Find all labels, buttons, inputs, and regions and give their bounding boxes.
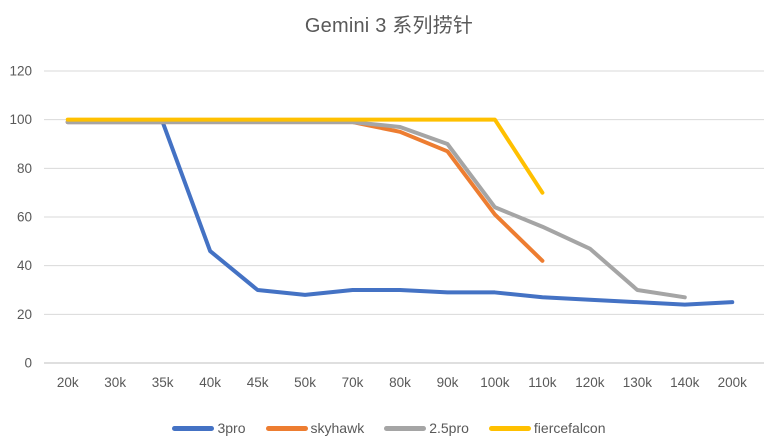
legend-swatch-2.5pro	[384, 425, 427, 431]
x-tick-label: 35k	[152, 375, 174, 390]
legend-item-2.5pro: 2.5pro	[384, 420, 469, 436]
gridlines	[44, 70, 764, 364]
series-line-fiercefalcon	[65, 117, 545, 195]
x-tick-label: 45k	[247, 375, 269, 390]
x-tick-label: 90k	[437, 375, 459, 390]
y-tick-label: 0	[24, 356, 32, 371]
legend-item-fiercefalcon: fiercefalcon	[488, 420, 606, 436]
x-tick-label: 100k	[480, 375, 510, 390]
series-line-skyhawk	[65, 120, 545, 263]
series-line-3pro	[65, 120, 735, 307]
x-tick-label: 40k	[199, 375, 221, 390]
x-tick-label: 30k	[104, 375, 126, 390]
legend-item-3pro: 3pro	[172, 420, 246, 436]
y-tick-label: 20	[17, 307, 32, 322]
y-tick-label: 60	[17, 210, 32, 225]
x-tick-label: 120k	[575, 375, 605, 390]
x-axis-labels: 20k 30k 35k 40k 45k 50k 70k 80k 90k 100k 110k 120k 1…	[57, 375, 747, 390]
x-tick-label: 140k	[670, 375, 700, 390]
legend-label: fiercefalcon	[533, 420, 606, 436]
y-tick-label: 100	[9, 112, 32, 127]
legend-label: skyhawk	[310, 420, 365, 436]
y-tick-label: 120	[9, 64, 32, 79]
y-tick-label: 40	[17, 258, 32, 273]
y-axis-labels: 0 20 40 60 80 100 120	[9, 64, 32, 371]
chart-title: Gemini 3 系列捞针	[304, 15, 474, 37]
y-tick-label: 80	[17, 161, 32, 176]
series-line-2.5pro	[65, 120, 687, 300]
x-tick-label: 110k	[528, 375, 557, 390]
legend-item-skyhawk: skyhawk	[265, 420, 365, 436]
legend-swatch-3pro	[172, 425, 215, 431]
x-tick-label: 130k	[623, 375, 653, 390]
chart-legend: 3pro skyhawk 2.5pro fiercefalcon	[0, 420, 778, 436]
legend-label: 2.5pro	[429, 420, 469, 436]
legend-swatch-fiercefalcon	[488, 425, 531, 431]
x-tick-label: 70k	[342, 375, 364, 390]
x-tick-label: 80k	[389, 375, 411, 390]
legend-label: 3pro	[217, 420, 246, 436]
x-tick-label: 20k	[57, 375, 79, 390]
legend-swatch-skyhawk	[265, 425, 308, 431]
x-tick-label: 200k	[718, 375, 748, 390]
x-tick-label: 50k	[294, 375, 316, 390]
